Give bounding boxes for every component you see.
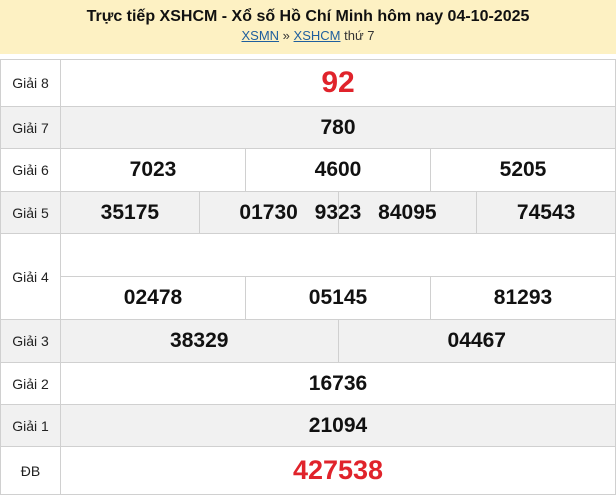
row-giai-4: Giải 4 35175 01730 84095 74543 02478 051… [0,191,616,320]
prize-number: 05145 [245,276,430,319]
prize-number: 4600 [245,149,430,191]
prize-number: 21094 [60,404,616,447]
row-giai-1: Giải 1 21094 [0,404,616,447]
breadcrumb-separator: » [282,28,290,43]
weekday: thứ 7 [344,28,375,43]
prize-label: Giải 2 [0,362,61,405]
row-giai-3: Giải 3 38329 04467 [0,319,616,363]
prize-number: 01730 [198,191,338,234]
prize-label: Giải 7 [0,106,61,149]
link-xsmn[interactable]: XSMN [241,28,280,43]
prize-number: 92 [60,59,616,107]
breadcrumb: XSMN » XSHCM thứ 7 [0,27,616,45]
prize-label: Giải 6 [0,148,61,192]
prize-number: 5205 [430,149,615,191]
prize-label: Giải 8 [0,59,61,107]
prize-label: Giải 5 [0,191,61,234]
prize-label: Giải 1 [0,404,61,447]
row-dac-biet: ĐB 427538 [0,446,616,495]
prize-number: 16736 [60,362,616,405]
prize-number: 38329 [170,329,229,352]
prize-number: 04467 [337,320,616,362]
prize-number: 780 [60,106,616,149]
special-prize-number: 427538 [60,446,616,495]
link-xshcm[interactable]: XSHCM [293,28,341,43]
prize-label: Giải 3 [0,319,61,363]
prize-number: 74543 [476,191,615,234]
prize-number: 35175 [100,200,160,224]
row-giai-6: Giải 6 7023 4600 5205 [0,148,616,192]
row-giai-8: Giải 8 92 [0,59,616,107]
prize-label: ĐB [0,446,61,495]
prize-number: 84095 [337,191,477,234]
row-giai-2: Giải 2 16736 [0,362,616,405]
page-title: Trực tiếp XSHCM - Xổ số Hồ Chí Minh hôm … [86,8,530,25]
header: Trực tiếp XSHCM - Xổ số Hồ Chí Minh hôm … [0,0,616,54]
row-giai-7: Giải 7 780 [0,106,616,149]
results-table: Giải 8 92 Giải 7 780 Giải 6 7023 4600 5205… [0,59,616,495]
prize-number: 7023 [129,158,177,181]
prize-number: 81293 [430,276,615,319]
prize-label: Giải 4 [0,233,61,320]
prize-number: 02478 [123,285,183,309]
